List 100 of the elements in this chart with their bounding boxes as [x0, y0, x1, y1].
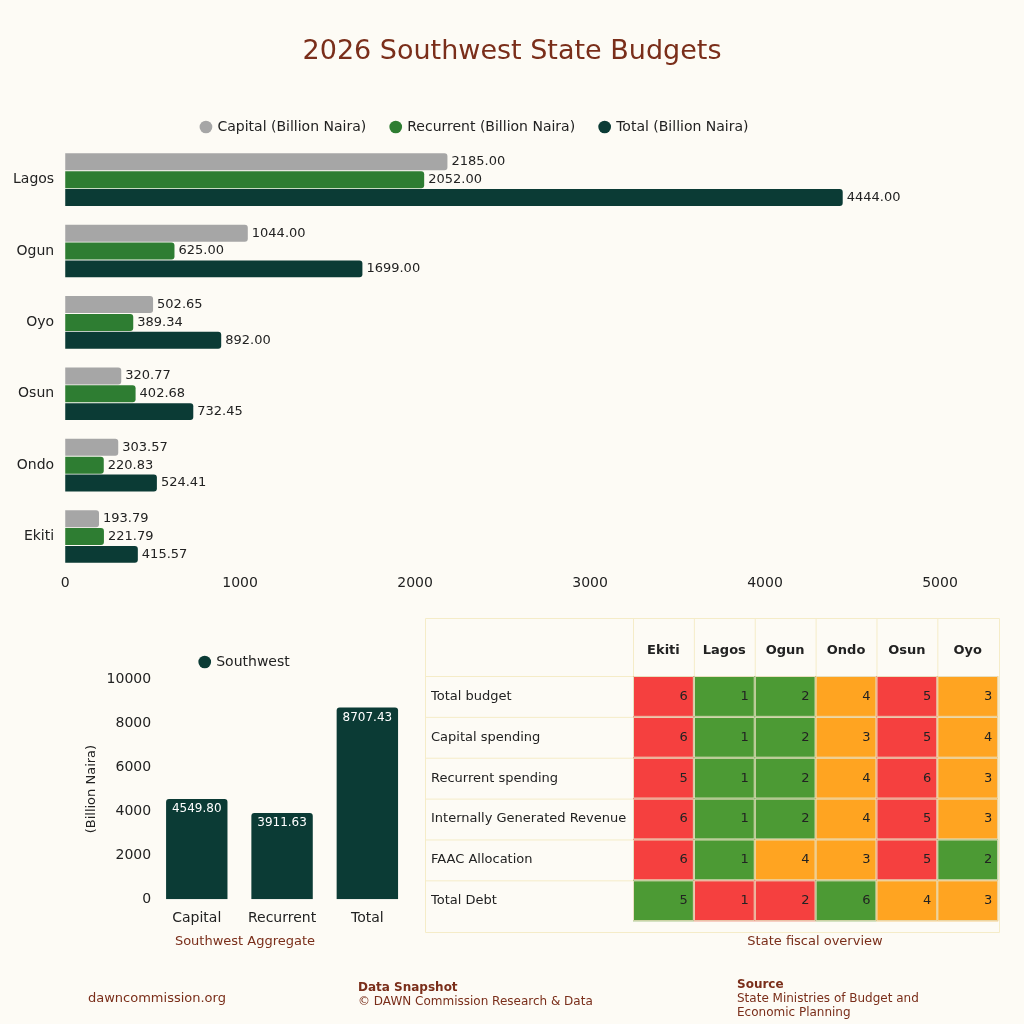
y-tick-label: Oyo [26, 313, 55, 330]
y-tick-label: 8000 [115, 713, 152, 730]
data-label: 3 [983, 687, 993, 703]
legend-label: Capital (Billion Naira) [217, 117, 367, 134]
data-label: 320.77 [125, 367, 171, 383]
x-tick-label: 3000 [572, 574, 608, 591]
chart-title: 2026 Southwest State Budgets [301, 34, 723, 65]
x-tick-label: 1000 [222, 574, 258, 591]
y-tick-label: Internally Generated Revenue [431, 810, 627, 826]
y-tick-label: 2000 [115, 845, 152, 862]
x-tick-label: Total [350, 909, 384, 926]
y-axis-title: (Billion Naira) [83, 744, 99, 834]
data-label: 220.83 [107, 456, 154, 472]
data-label: 402.68 [139, 385, 186, 401]
data-label: 5 [923, 728, 932, 744]
x-tick-label: 5000 [922, 574, 958, 591]
data-label: 1699.00 [366, 260, 421, 276]
data-label: 4 [862, 769, 871, 785]
data-label: 6 [679, 810, 688, 826]
x-tick-label: Capital [172, 909, 222, 926]
data-label: 303.57 [122, 438, 168, 454]
y-tick-label: Ekiti [23, 527, 55, 544]
y-tick-label: Ondo [16, 455, 55, 472]
y-tick-label: 10000 [106, 669, 152, 686]
data-label: 5 [679, 892, 688, 908]
data-label: 6 [679, 728, 688, 744]
x-axis-title: State fiscal overview [746, 933, 884, 948]
data-label: 524.41 [160, 474, 207, 490]
data-label: 2052.00 [428, 171, 482, 187]
y-tick-label: FAAC Allocation [431, 851, 533, 867]
y-tick-label: Lagos [13, 170, 55, 187]
x-tick-label: 0 [60, 574, 70, 591]
data-label: 1 [740, 810, 749, 826]
y-tick-label: 6000 [115, 757, 152, 774]
legend-label: Southwest [216, 652, 291, 669]
x-tick-label: 4000 [747, 574, 783, 591]
data-label: 1 [740, 728, 749, 744]
x-axis-title: Southwest Aggregate [173, 933, 317, 948]
data-label: 6 [862, 892, 871, 908]
data-label: 1 [740, 892, 749, 908]
y-tick-label: Total Debt [430, 892, 497, 908]
data-label: 5 [923, 851, 932, 867]
data-label: 1 [740, 851, 749, 867]
data-label: 193.79 [103, 510, 149, 526]
data-label: 625.00 [178, 242, 224, 258]
y-tick-label: Osun [18, 384, 55, 401]
x-tick-label: Oyo [953, 641, 983, 657]
y-tick-label: Recurrent spending [431, 769, 559, 785]
data-label: 2 [801, 687, 810, 703]
text: Source [737, 977, 785, 991]
data-label: 6 [679, 851, 688, 867]
x-tick-label: Osun [888, 641, 926, 657]
y-tick-label: Ogun [16, 241, 55, 258]
data-label: 5 [923, 810, 932, 826]
data-label: 5 [679, 769, 688, 785]
data-label: 6 [679, 687, 688, 703]
y-tick-label: 0 [142, 889, 152, 906]
data-label: 732.45 [197, 403, 243, 418]
data-label: 2 [801, 810, 810, 826]
data-label: 4 [801, 851, 810, 867]
y-tick-label: 4000 [115, 801, 152, 818]
data-label: 4 [862, 687, 871, 703]
data-label: 3 [983, 769, 993, 785]
data-label: 3 [862, 728, 871, 744]
x-tick-label: 2000 [397, 574, 433, 591]
x-tick-label: Ondo [826, 641, 866, 657]
legend-label: Recurrent (Billion Naira) [407, 117, 576, 134]
data-label: 4 [923, 892, 932, 908]
x-tick-label: Recurrent [247, 909, 317, 926]
data-label: 6 [923, 769, 932, 785]
data-label: 4 [983, 728, 993, 744]
data-label: 892.00 [225, 331, 271, 347]
data-label: 5 [923, 687, 932, 703]
y-tick-label: Total budget [430, 687, 512, 703]
data-label: 221.79 [107, 527, 154, 543]
text: dawncommission.org [88, 990, 226, 1005]
y-tick-label: Capital spending [431, 728, 541, 744]
data-label: 4444.00 [846, 188, 901, 204]
data-label: 2185.00 [451, 153, 506, 169]
text: Data Snapshot [358, 980, 459, 994]
data-label: 3911.63 [257, 815, 307, 830]
data-label: 1044.00 [251, 224, 306, 240]
data-label: 4 [862, 810, 871, 826]
x-tick-label: Ekiti [647, 641, 680, 657]
data-label: 1 [740, 687, 749, 703]
data-label: 502.65 [157, 295, 203, 311]
data-label: 2 [801, 769, 810, 785]
data-label: 3 [862, 851, 871, 867]
data-label: 4549.80 [171, 801, 222, 816]
x-tick-label: Ogun [765, 641, 805, 657]
data-label: 8707.43 [342, 709, 393, 724]
data-label: 2 [801, 728, 810, 744]
data-label: 3 [983, 892, 993, 908]
data-label: 2 [983, 851, 993, 867]
data-label: 1 [740, 769, 749, 785]
data-label: 415.57 [141, 545, 188, 561]
data-label: 3 [983, 810, 993, 826]
x-tick-label: Lagos [702, 641, 747, 657]
legend-label: Total (Billion Naira) [615, 117, 749, 134]
data-label: 2 [801, 892, 810, 908]
